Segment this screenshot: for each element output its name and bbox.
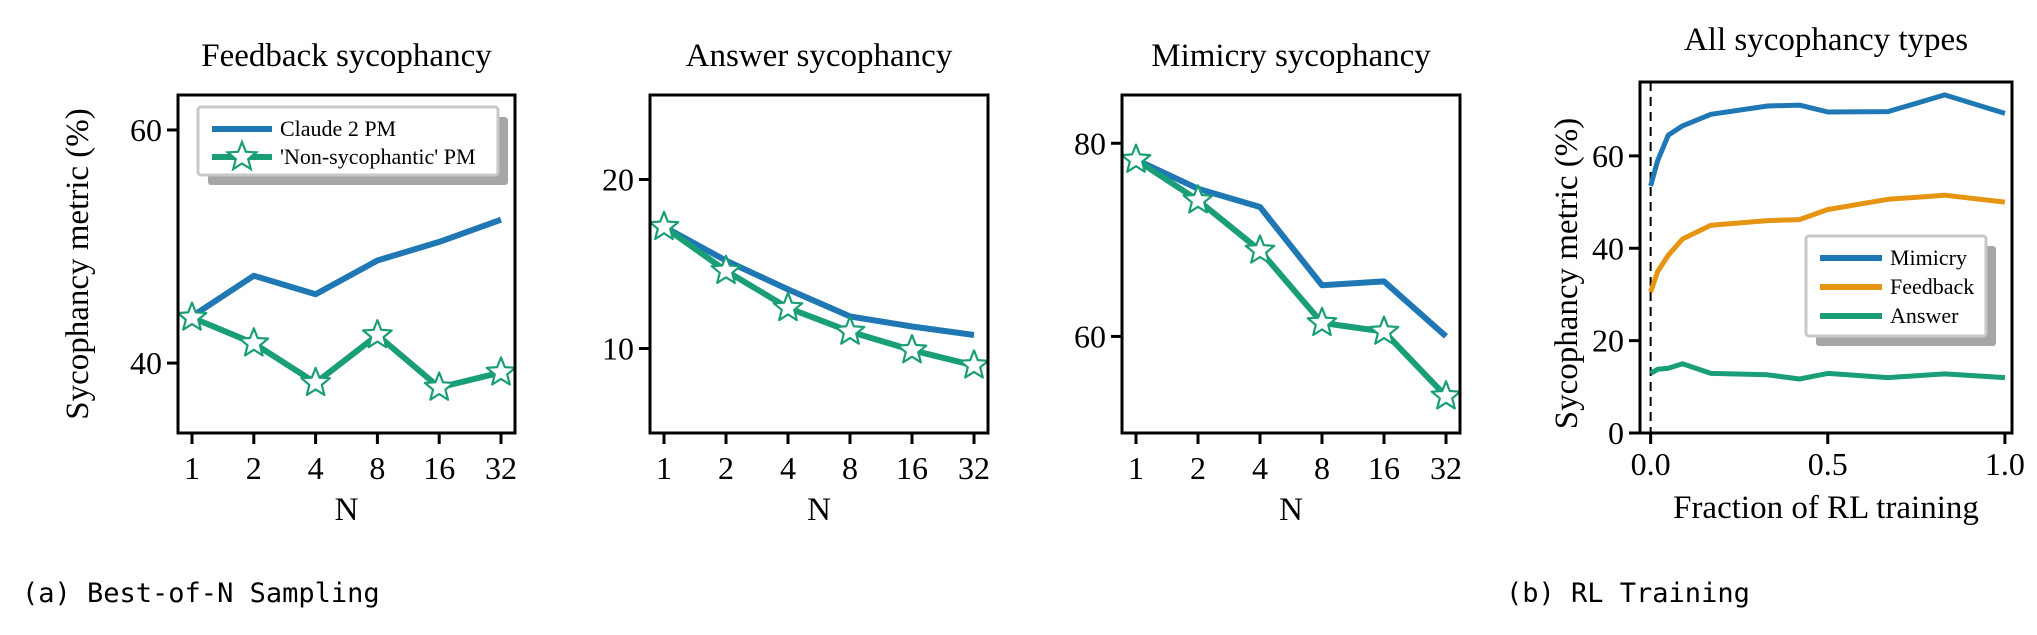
chart-title: Feedback sycophancy [201, 38, 492, 74]
x-tick-label: 4 [308, 450, 324, 486]
legend-label: Feedback [1890, 274, 1974, 299]
x-tick-label: 1 [184, 450, 200, 486]
series-2-star-marker [896, 334, 928, 364]
series-2-star-marker [648, 210, 680, 241]
series-line-1 [1648, 92, 2006, 187]
x-tick-label: 32 [485, 450, 517, 486]
series-line-2 [190, 314, 502, 391]
x-axis-label: Fraction of RL training [1673, 490, 1979, 526]
y-tick-label: 60 [1074, 318, 1106, 354]
legend-label: 'Non-sycophantic' PM [280, 144, 476, 169]
x-tick-label: 16 [1368, 450, 1400, 486]
x-tick-label: 2 [718, 450, 734, 486]
series-line-1 [662, 224, 975, 338]
x-tick-label: 32 [1430, 450, 1462, 486]
x-axis-label: N [335, 492, 359, 528]
series-2-star-marker [1368, 315, 1400, 345]
x-tick-label: 0.5 [1808, 446, 1848, 482]
series-2-star-marker [1244, 234, 1276, 264]
series-line-1 [190, 216, 503, 319]
x-axis-label: N [1279, 492, 1303, 528]
x-tick-label: 16 [423, 450, 455, 486]
x-tick-label: 8 [842, 450, 858, 486]
axes-frame [1638, 80, 2014, 435]
chart-3: Mimicry sycophancy 60 80 1 2 4 8 16 32 N [1074, 38, 1462, 528]
y-tick-label: 60 [1592, 138, 1624, 174]
x-tick-label: 2 [246, 450, 262, 486]
chart-1: Feedback sycophancy 40 60 1 2 4 8 16 32 N Sycophan… [60, 38, 517, 528]
y-tick-label: 20 [1592, 323, 1624, 359]
series-2-star-marker [1306, 306, 1338, 337]
series-2-star-marker [1430, 380, 1462, 410]
x-tick-label: 1 [656, 450, 672, 486]
x-axis-label: N [807, 492, 831, 528]
chart-4: All sycophancy types 0 20 40 60 0.0 0.5 1.0Frac… [1549, 22, 2025, 526]
x-tick-label: 4 [1252, 450, 1268, 486]
legend-label: Mimicry [1890, 245, 1967, 270]
series-2-star-marker [834, 315, 866, 345]
series-2-star-marker [238, 327, 270, 357]
series-2-star-marker [300, 366, 331, 397]
x-tick-label: 32 [958, 450, 990, 486]
y-tick-label: 40 [1592, 230, 1624, 266]
y-tick-label: 40 [130, 345, 162, 381]
legend-label: Claude 2 PM [280, 116, 396, 141]
chart-title: Mimicry sycophancy [1151, 38, 1431, 74]
x-tick-label: 2 [1190, 450, 1206, 486]
chart-title: Answer sycophancy [686, 38, 953, 74]
x-tick-label: 0.0 [1631, 446, 1671, 482]
y-tick-label: 0 [1608, 415, 1624, 451]
caption-best-of-n: (a) Best-of-N Sampling [22, 578, 380, 609]
plot-area [1648, 82, 2006, 433]
y-axis-label: Sycophancy metric (%) [1549, 118, 1585, 430]
legend-box [196, 105, 500, 177]
axes-frame [648, 93, 990, 435]
series-2-star-marker [958, 349, 990, 379]
series-2-star-marker [485, 356, 517, 386]
series-2-star-marker [362, 319, 393, 349]
x-tick-label: 1 [1128, 450, 1144, 486]
y-axis-label: Sycophancy metric (%) [60, 108, 96, 420]
series-2-star-marker [423, 371, 455, 401]
y-tick-label: 20 [602, 162, 634, 198]
plot-area [1134, 156, 1449, 399]
series-2-star-marker [710, 254, 742, 284]
series-line-2 [662, 224, 975, 369]
plot-area [662, 224, 975, 369]
x-tick-label: 16 [896, 450, 928, 486]
y-tick-label: 60 [130, 112, 162, 148]
series-2-star-marker [772, 291, 804, 322]
legend-rl: Mimicry Feedback Answer [1804, 234, 1996, 346]
series-2-star-marker [1120, 143, 1152, 173]
caption-rl-training: (b) RL Training [1506, 578, 1750, 609]
x-tick-label: 8 [369, 450, 385, 486]
legend-best-of-n: Claude 2 PM 'Non-sycophantic' PM [196, 105, 508, 185]
plot-area [190, 216, 503, 391]
axes-frame [1120, 93, 1462, 435]
y-tick-label: 80 [1074, 125, 1106, 161]
legend-label: Answer [1890, 303, 1959, 328]
series-2-star-marker [1182, 184, 1214, 214]
series-line-1 [1134, 156, 1448, 339]
y-tick-label: 10 [602, 331, 634, 367]
series-line-2 [1648, 192, 2006, 293]
series-2-star-marker [176, 301, 208, 331]
x-tick-label: 1.0 [1985, 446, 2025, 482]
x-tick-label: 8 [1314, 450, 1330, 486]
chart-title: All sycophancy types [1684, 22, 1968, 58]
series-line-3 [1649, 361, 2006, 382]
axes-frame [176, 93, 517, 435]
x-tick-label: 4 [780, 450, 796, 486]
legend-star-marker [224, 138, 260, 172]
series-line-2 [1134, 157, 1449, 399]
